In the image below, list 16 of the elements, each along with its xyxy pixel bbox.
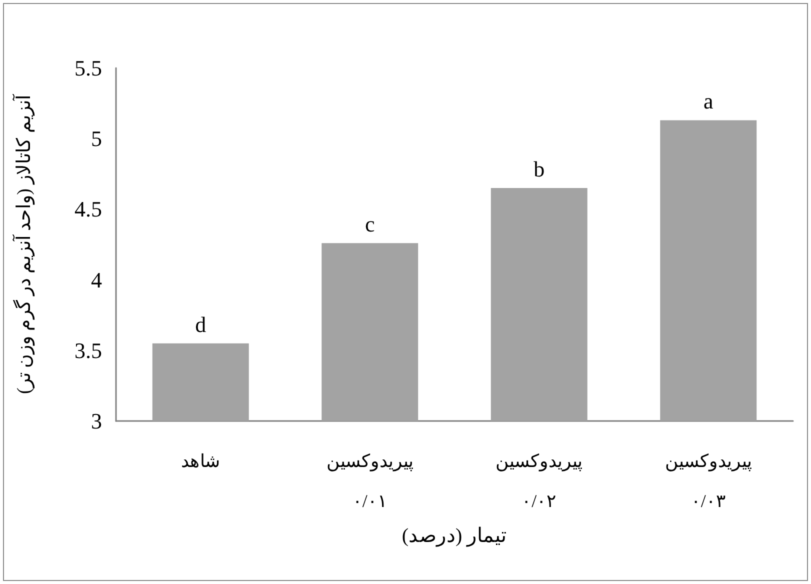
annotation: b [534,156,545,182]
x-tick-label: پیریدوکسین ۰/۰۱ [326,451,414,511]
x-tick-label: پیریدوکسین ۰/۰۳ [664,451,752,511]
x-tick-label: شاهد [181,451,220,471]
annotation: a [703,88,714,114]
x-tick-label: پیریدوکسین ۰/۰۲ [496,451,583,511]
annotation: d [195,312,206,337]
x-axis-title: تیمار (درصد) [402,524,508,547]
y-tick-label: 4.5 [74,196,102,222]
y-tick-label: 5.5 [74,56,102,80]
annotation: c [364,212,375,237]
y-tick-label: 3 [91,408,102,434]
y-tick-label: 3.5 [74,338,102,363]
y-tick-label: 4 [91,267,102,292]
y-tick-label: 5 [91,126,102,152]
y-axis-title: آنزیم کاتالاز (واحد آنزیم در گرم وزن تر) [12,94,35,394]
